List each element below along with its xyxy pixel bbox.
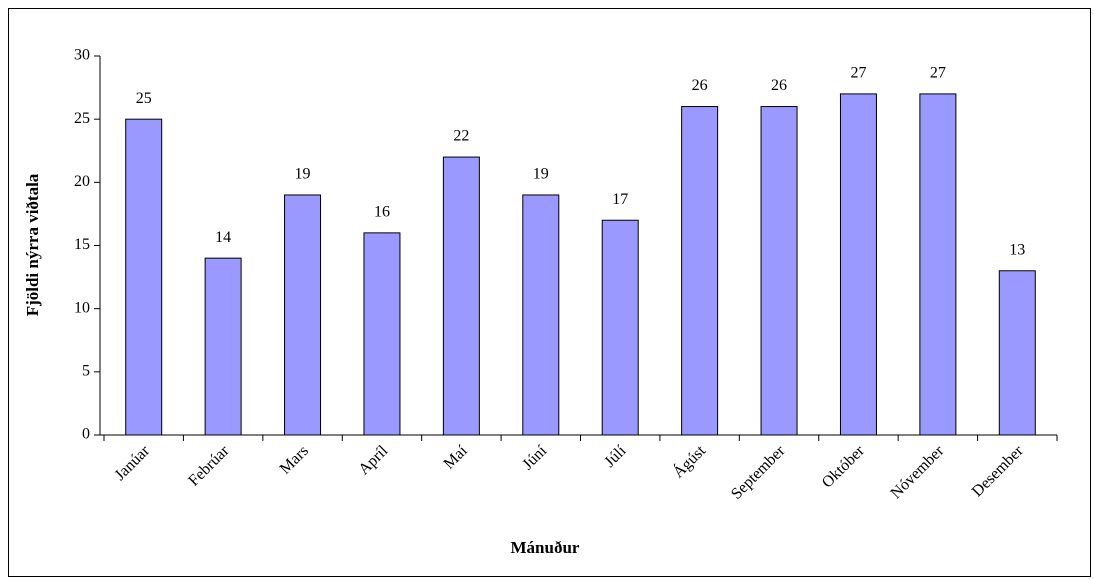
y-tick-label: 5	[82, 363, 90, 380]
y-tick-label: 0	[82, 426, 90, 443]
bar	[442, 156, 480, 436]
bar	[204, 257, 242, 436]
value-label: 14	[215, 229, 231, 246]
value-label: 19	[533, 166, 549, 183]
value-label: 26	[771, 77, 787, 94]
y-tick-label: 10	[74, 299, 90, 316]
value-label: 27	[850, 65, 866, 82]
bar	[125, 118, 163, 436]
value-label: 17	[612, 191, 628, 208]
y-tick-label: 20	[74, 173, 90, 190]
bar	[601, 219, 639, 436]
value-label: 19	[295, 166, 311, 183]
bar	[839, 93, 877, 436]
y-tick-label: 30	[74, 47, 90, 64]
value-label: 16	[374, 204, 390, 221]
x-axis-label: Mánuður	[511, 538, 580, 557]
bar	[760, 106, 798, 436]
value-label: 25	[136, 90, 152, 107]
value-label: 22	[453, 128, 469, 145]
bar	[681, 106, 719, 436]
y-axis-label: Fjöldi nýrra viðtala	[23, 173, 42, 316]
value-label: 27	[930, 65, 946, 82]
bar	[522, 194, 560, 436]
y-tick-label: 25	[74, 110, 90, 127]
bar	[919, 93, 957, 436]
bar	[998, 270, 1036, 436]
value-label: 13	[1009, 241, 1025, 258]
y-tick-label: 15	[74, 236, 90, 253]
value-label: 26	[692, 77, 708, 94]
bar	[363, 232, 401, 436]
bar	[284, 194, 322, 436]
